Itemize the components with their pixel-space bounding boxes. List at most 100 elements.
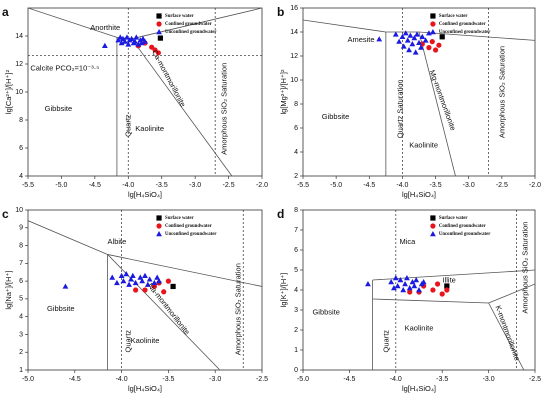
point bbox=[142, 272, 148, 278]
legend-label: Unconfined groundwater bbox=[439, 232, 491, 237]
x-tick-label: -4.0 bbox=[122, 182, 134, 189]
legend-label: Surface water bbox=[439, 216, 469, 221]
point bbox=[429, 39, 435, 45]
x-tick-label: -3.5 bbox=[430, 182, 442, 189]
region-label: Anorthite bbox=[90, 23, 120, 32]
legend-marker bbox=[430, 21, 436, 27]
region-label: Quartz bbox=[124, 114, 133, 137]
y-tick-label: 4 bbox=[294, 287, 298, 294]
point bbox=[170, 283, 176, 290]
panel-label: c bbox=[2, 207, 9, 221]
point bbox=[434, 281, 441, 287]
point bbox=[376, 36, 383, 42]
y-tick-label: 14 bbox=[15, 33, 23, 40]
point bbox=[133, 34, 140, 40]
y-tick-label: 5 bbox=[294, 267, 298, 274]
legend-marker bbox=[430, 29, 436, 35]
y-tick-label: 7 bbox=[294, 227, 298, 234]
y-tick-label: 6 bbox=[19, 145, 23, 152]
point bbox=[142, 38, 148, 44]
point bbox=[419, 33, 426, 39]
x-tick-label: -3.0 bbox=[463, 182, 475, 189]
region-label: Mica bbox=[399, 237, 416, 246]
point bbox=[139, 278, 146, 284]
point bbox=[444, 287, 450, 293]
point bbox=[154, 274, 161, 280]
y-axis-label: lg[K⁺]/[H⁺] bbox=[279, 273, 288, 308]
plot-area bbox=[28, 210, 262, 370]
y-tick-label: 4 bbox=[294, 149, 298, 156]
region-label: Kaolinite bbox=[131, 336, 160, 345]
y-tick-label: 8 bbox=[19, 242, 23, 249]
legend-marker bbox=[430, 13, 436, 19]
plot-area bbox=[365, 210, 535, 370]
legend-label: Confined groundwater bbox=[439, 22, 487, 27]
region-label: Kaolinite bbox=[135, 124, 164, 133]
region-label: Amorphous SiO₂ Saturation bbox=[521, 222, 530, 314]
point bbox=[404, 37, 411, 43]
y-tick-label: 2 bbox=[294, 327, 298, 334]
x-tick-label: -2.0 bbox=[256, 182, 268, 189]
point bbox=[125, 41, 132, 47]
y-tick-label: 10 bbox=[290, 77, 298, 84]
phase-boundary bbox=[28, 220, 108, 255]
point bbox=[120, 278, 127, 284]
point bbox=[115, 37, 122, 43]
point bbox=[123, 271, 130, 277]
region-label: Gibbsite bbox=[47, 304, 75, 313]
point bbox=[430, 287, 436, 293]
point bbox=[404, 275, 410, 281]
legend-label: Unconfined groundwater bbox=[165, 30, 217, 35]
point bbox=[151, 283, 157, 290]
x-tick-label: -3.0 bbox=[209, 376, 221, 383]
y-tick-label: 6 bbox=[19, 278, 23, 285]
point bbox=[146, 276, 153, 282]
legend: Surface water Confined groundwater Unconfi… bbox=[430, 13, 491, 35]
y-tick-label: 3 bbox=[294, 307, 298, 314]
plot-area bbox=[303, 8, 535, 176]
point bbox=[407, 289, 413, 295]
point bbox=[402, 281, 408, 287]
x-tick-label: -5.5 bbox=[297, 182, 309, 189]
region-label: Gibbsite bbox=[312, 307, 340, 316]
x-axis-label: lg[H₄SiO₄] bbox=[402, 384, 436, 393]
region-label: Amorphous SiO₂ Saturation bbox=[220, 63, 229, 155]
point bbox=[388, 279, 395, 285]
x-tick-label: -3.5 bbox=[162, 376, 174, 383]
phase-boundary bbox=[372, 269, 535, 281]
x-tick-label: -4.5 bbox=[363, 182, 375, 189]
y-tick-label: 2 bbox=[19, 349, 23, 356]
point bbox=[128, 35, 135, 41]
point bbox=[142, 287, 148, 293]
region-label: K-montmorillonite bbox=[493, 304, 521, 362]
point bbox=[165, 278, 171, 284]
point bbox=[391, 285, 397, 291]
x-tick-label: -4.0 bbox=[116, 376, 128, 383]
point bbox=[422, 37, 429, 43]
point bbox=[402, 30, 409, 36]
region-label: Gibbsite bbox=[322, 112, 350, 121]
legend-label: Surface water bbox=[165, 216, 195, 221]
legend: Surface water Confined groundwater Unconfi… bbox=[430, 215, 491, 237]
y-tick-label: 0 bbox=[294, 367, 298, 374]
y-tick-label: 6 bbox=[294, 247, 298, 254]
legend-marker bbox=[430, 231, 436, 237]
legend-label: Surface water bbox=[439, 14, 469, 19]
y-tick-label: 1 bbox=[294, 347, 298, 354]
y-tick-label: 2 bbox=[294, 173, 298, 180]
point bbox=[439, 34, 445, 40]
point bbox=[161, 289, 167, 295]
point bbox=[109, 274, 116, 280]
x-tick-label: -5.5 bbox=[22, 182, 34, 189]
point bbox=[392, 31, 399, 37]
point bbox=[420, 279, 427, 285]
y-tick-label: 14 bbox=[290, 29, 298, 36]
x-tick-label: -4.5 bbox=[343, 376, 355, 383]
panel-label: a bbox=[2, 5, 9, 19]
y-axis-label: lg[Mg²⁺]/[H⁺]² bbox=[279, 69, 288, 115]
point bbox=[414, 31, 420, 37]
region-label: Quartz bbox=[382, 330, 391, 353]
y-tick-label: 4 bbox=[19, 314, 23, 321]
y-tick-label: 1 bbox=[19, 367, 23, 374]
x-tick-label: -5.0 bbox=[297, 376, 309, 383]
